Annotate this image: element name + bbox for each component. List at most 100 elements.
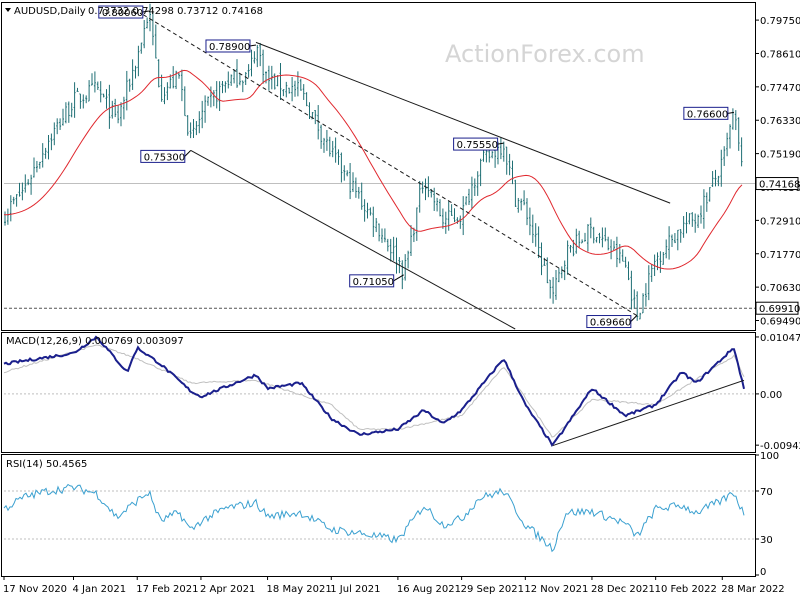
price-annotation: 0.80060 bbox=[98, 5, 149, 19]
price-bar bbox=[671, 234, 673, 248]
time-tick-label: 18 May 2021 bbox=[267, 584, 332, 595]
price-bar bbox=[6, 208, 9, 225]
annotation-label: 0.75550 bbox=[457, 140, 498, 151]
macd-main-line bbox=[3, 335, 745, 447]
time-tick-label: 16 Aug 2021 bbox=[397, 584, 461, 595]
annotation-box bbox=[98, 5, 144, 19]
price-bar bbox=[647, 265, 650, 301]
price-bar bbox=[4, 211, 6, 226]
price-bar bbox=[441, 208, 444, 229]
price-bar bbox=[41, 143, 44, 168]
price-bar bbox=[117, 105, 120, 124]
main-panel bbox=[1, 2, 756, 331]
price-bar bbox=[27, 179, 30, 186]
price-bar bbox=[244, 71, 247, 86]
price-bar bbox=[633, 289, 636, 309]
macd-tick-label: -0.009426 bbox=[760, 441, 800, 452]
time-tick-label: 29 Sep 2021 bbox=[461, 584, 524, 595]
price-bar bbox=[273, 73, 276, 90]
annotation-label: 0.75300 bbox=[144, 152, 185, 163]
price-bar bbox=[697, 214, 700, 228]
price-bar bbox=[470, 176, 473, 210]
price-bar bbox=[73, 82, 76, 118]
time-tick-label: 10 Feb 2022 bbox=[655, 584, 717, 595]
price-bar bbox=[209, 86, 212, 108]
price-bar bbox=[589, 217, 592, 239]
price-bar bbox=[53, 122, 56, 146]
price-bar bbox=[18, 182, 21, 197]
macd-axis: 0.010472 0.00 -0.009426 bbox=[755, 333, 800, 452]
price-bar bbox=[378, 223, 381, 242]
watermark: ActionForex.com bbox=[445, 40, 645, 68]
price-bar bbox=[462, 196, 465, 236]
price-bar bbox=[221, 81, 224, 94]
price-bar bbox=[604, 227, 607, 242]
price-bar bbox=[67, 101, 70, 123]
price-bar bbox=[584, 232, 586, 242]
annotation-box bbox=[453, 137, 499, 151]
price-bar bbox=[282, 89, 285, 97]
annotation-leader bbox=[497, 142, 504, 145]
price-bar bbox=[444, 211, 447, 234]
support-price-label: 0.69910 bbox=[759, 304, 800, 315]
price-bar bbox=[134, 65, 137, 79]
price-bar bbox=[111, 100, 114, 119]
price-bar bbox=[259, 42, 262, 67]
annotation-box bbox=[586, 315, 632, 329]
price-bar bbox=[694, 213, 697, 233]
price-annotation: 0.76600 bbox=[683, 106, 734, 120]
macd-tick-label: 0.010472 bbox=[760, 333, 800, 344]
macd-header: MACD(12,26,9) 0.000769 0.003097 bbox=[6, 336, 184, 347]
macd-panel bbox=[1, 332, 756, 453]
macd-trendline bbox=[552, 379, 745, 447]
price-bar bbox=[288, 87, 291, 94]
price-bar bbox=[528, 207, 531, 236]
moving-average-line bbox=[3, 69, 743, 270]
price-bar bbox=[15, 194, 18, 207]
price-bar bbox=[131, 59, 134, 90]
price-bar bbox=[708, 187, 711, 202]
price-tick-label: 0.76330 bbox=[760, 116, 800, 127]
annotation-label: 0.78900 bbox=[209, 42, 250, 53]
price-bar bbox=[314, 110, 317, 125]
price-bar bbox=[650, 264, 653, 282]
price-tick-label: 0.69490 bbox=[760, 317, 800, 328]
main-header: AUDUSD,Daily bbox=[14, 6, 86, 17]
price-bar bbox=[476, 171, 479, 196]
annotation-label: 0.69660 bbox=[590, 318, 631, 329]
time-tick-label: 12 Nov 2021 bbox=[524, 584, 588, 595]
price-bar bbox=[714, 169, 717, 187]
current-price-tag bbox=[755, 177, 799, 191]
price-bar bbox=[160, 74, 163, 102]
price-bar bbox=[531, 214, 534, 244]
price-bar bbox=[372, 206, 375, 238]
price-bar bbox=[673, 233, 676, 244]
price-bar bbox=[734, 110, 737, 131]
price-bar bbox=[325, 129, 328, 151]
price-bar bbox=[30, 174, 33, 195]
price-bar bbox=[169, 74, 172, 89]
price-bar bbox=[198, 111, 201, 134]
price-bar bbox=[607, 236, 610, 251]
price-annotation: 0.69660 bbox=[586, 315, 638, 329]
price-bar bbox=[230, 74, 233, 86]
price-bar bbox=[323, 137, 325, 153]
price-bar bbox=[76, 87, 79, 92]
annotation-leader bbox=[249, 44, 257, 47]
price-bar bbox=[407, 250, 410, 269]
price-bar bbox=[96, 81, 99, 90]
price-bar bbox=[659, 251, 662, 273]
price-bar bbox=[102, 93, 105, 98]
price-bar bbox=[595, 236, 598, 243]
price-annotation: 0.75300 bbox=[140, 149, 192, 163]
price-bar bbox=[305, 92, 308, 107]
price-bar bbox=[262, 49, 265, 84]
price-bar bbox=[224, 81, 227, 93]
price-bar bbox=[563, 260, 566, 281]
price-tick-label: 0.75190 bbox=[760, 150, 800, 161]
price-bar bbox=[218, 81, 221, 111]
price-bar bbox=[149, 3, 151, 32]
rsi-tick-label: 0 bbox=[760, 567, 766, 578]
dropdown-arrow-icon[interactable] bbox=[5, 8, 11, 12]
price-bar bbox=[427, 176, 430, 198]
